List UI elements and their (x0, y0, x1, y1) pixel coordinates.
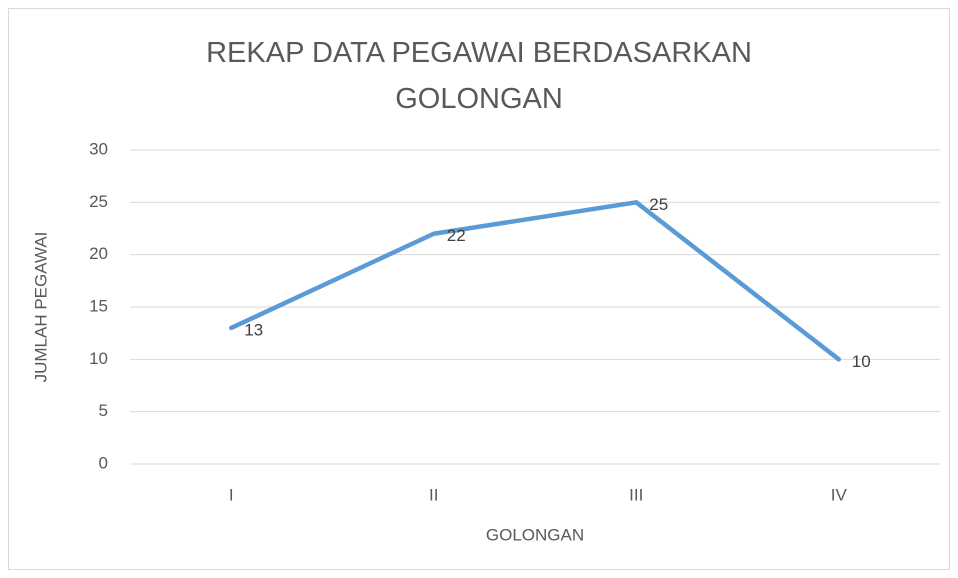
data-label: 25 (649, 195, 668, 214)
y-tick-label: 20 (89, 244, 108, 263)
x-axis-title: GOLONGAN (486, 525, 584, 544)
data-label: 13 (244, 320, 263, 339)
data-label: 22 (447, 226, 466, 245)
x-tick-label: II (429, 485, 438, 504)
data-label: 10 (852, 352, 871, 371)
chart-title: REKAP DATA PEGAWAI BERDASARKAN GOLONGAN (206, 37, 752, 115)
y-tick-label: 5 (99, 401, 108, 420)
y-tick-label: 25 (89, 192, 108, 211)
x-tick-label: IV (831, 485, 848, 504)
x-tick-label: III (629, 485, 643, 504)
y-axis-title: JUMLAH PEGAWAI (31, 232, 50, 383)
y-tick-label: 30 (89, 139, 108, 158)
chart-frame (8, 8, 950, 570)
x-tick-label: I (229, 485, 234, 504)
y-tick-label: 0 (99, 453, 108, 472)
y-tick-label: 15 (89, 296, 108, 315)
line-series (229, 200, 841, 362)
y-tick-label: 10 (89, 349, 108, 368)
